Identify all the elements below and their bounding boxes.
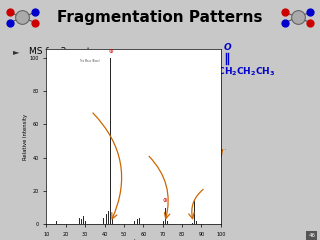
Text: 46: 46 [308,233,315,238]
X-axis label: m/z: m/z [128,238,139,240]
Text: O: O [224,43,232,52]
Text: $\mathbf{CH_3C{\equiv}O:}$: $\mathbf{CH_3C{\equiv}O:}$ [45,70,110,85]
Text: ⊕: ⊕ [108,49,113,54]
Text: $\mathregular{CH_3CCH_2CH_2CH_3}$: $\mathregular{CH_3CCH_2CH_2CH_3}$ [192,66,276,78]
Text: ⊕: ⊕ [204,122,209,127]
Text: MS for 2-pentanone: MS for 2-pentanone [29,47,118,56]
Text: Fragmentation Patterns: Fragmentation Patterns [57,10,263,25]
Text: $\mathbf{CH_3CH_2CH_2C{\equiv}O:}$: $\mathbf{CH_3CH_2CH_2C{\equiv}O:}$ [118,132,214,145]
Text: $M^{\cdot}$: $M^{\cdot}$ [213,147,227,159]
Y-axis label: Relative Intensity: Relative Intensity [23,114,28,160]
Text: This Mass (Base): This Mass (Base) [79,59,100,63]
Text: ⊕: ⊕ [162,198,167,203]
Text: ►: ► [13,47,19,56]
